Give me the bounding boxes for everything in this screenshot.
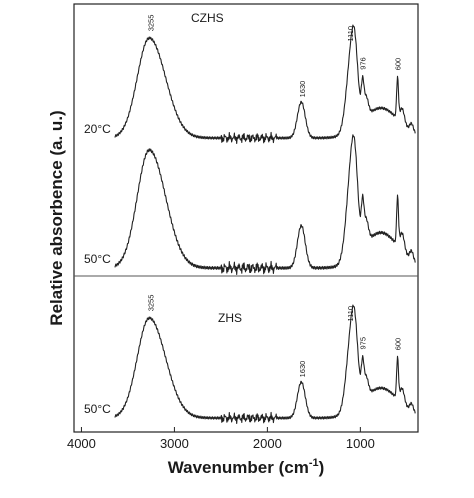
x-tick-label: 4000 [67,436,96,451]
peak-label: 1630 [298,81,307,98]
peak-label: 3255 [147,15,156,32]
peak-label: 600 [394,58,403,71]
y-axis-title: Relative absorbence (a. u.) [47,110,66,325]
x-tick-label: 3000 [160,436,189,451]
spectrum-line [114,24,416,145]
peak-label: 600 [394,338,403,351]
x-tick-label: 2000 [253,436,282,451]
spectrum-line [114,304,416,425]
chart-labels: 20°C 3255 1630 1110 976 600 50°C 50°C 3255 1630 11… [84,11,403,416]
series-label: 20°C [84,122,111,136]
peak-label: 1110 [346,306,355,322]
x-axis-ticks: 4000 3000 2000 1000 [67,427,375,451]
peak-label: 976 [359,57,368,70]
plot-frame [73,3,419,433]
peak-label: 1110 [346,26,355,42]
x-tick-label: 1000 [346,436,375,451]
peak-label: 3255 [147,295,156,312]
panel-label: CZHS [191,11,224,25]
spectrum-line [114,134,416,276]
spectra [114,24,416,425]
peak-label: 975 [359,337,368,350]
x-axis-title: Wavenumber (cm-1) [168,457,325,477]
series-label: 50°C [84,252,111,266]
series-label: 50°C [84,402,111,416]
peak-label: 1630 [298,361,307,378]
panel-label: ZHS [218,311,242,325]
